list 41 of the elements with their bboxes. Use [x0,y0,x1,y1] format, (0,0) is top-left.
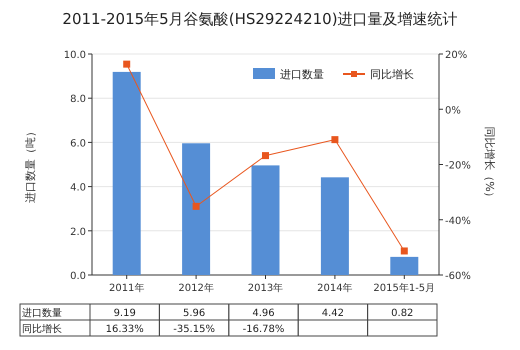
bar [252,165,280,275]
data-label: -35.15% [173,324,215,335]
y-tick-label: 6.0 [70,138,86,150]
y2-tick-label: -60% [445,271,471,282]
data-label: 4.96 [252,308,275,319]
data-label: -16.78% [242,324,284,335]
y2-tick-label: 0% [445,105,461,116]
y-axis-title: 进口数量（吨） [24,126,37,203]
text: 进口数量 [22,308,62,319]
text: 同比增长 [22,324,62,335]
y-tick-label: 10.0 [64,50,86,61]
x-tick-label: 2014年 [317,282,353,294]
bar [320,177,349,275]
y2-tick-label: -40% [445,216,471,227]
y2-tick-label: 20% [445,50,468,61]
legend-label: 进口数量 [280,68,324,81]
y-tick-label: 4.0 [70,182,86,194]
data-label: 9.19 [114,308,136,319]
bar [390,256,418,275]
y2-axis-title: 同比增长（%） [483,126,496,203]
chart-title: 2011-2015年5月谷氨酸(HS29224210)进口量及增速统计 [62,10,458,28]
point [400,247,408,254]
x-tick-label: 2015年1-5月 [373,282,436,294]
y-tick-label: 2.0 [70,226,86,238]
x-tick-label: 2011年 [108,282,144,294]
point [331,136,338,144]
bar [182,143,210,275]
x-tick-label: 2012年 [178,282,214,294]
point [123,60,130,68]
data-label: 16.33% [106,324,144,335]
legend-label: 同比增长 [370,68,414,81]
point [192,202,200,210]
data-label: 0.82 [391,308,414,319]
y-tick-label: 0.0 [70,271,86,282]
y-tick-label: 8.0 [70,94,86,106]
y2-tick-label: -20% [445,160,471,172]
bar [112,72,141,275]
data-label: 5.96 [182,308,206,319]
point [262,152,269,160]
x-tick-label: 2013年 [248,282,284,294]
data-label: 4.42 [322,308,344,319]
